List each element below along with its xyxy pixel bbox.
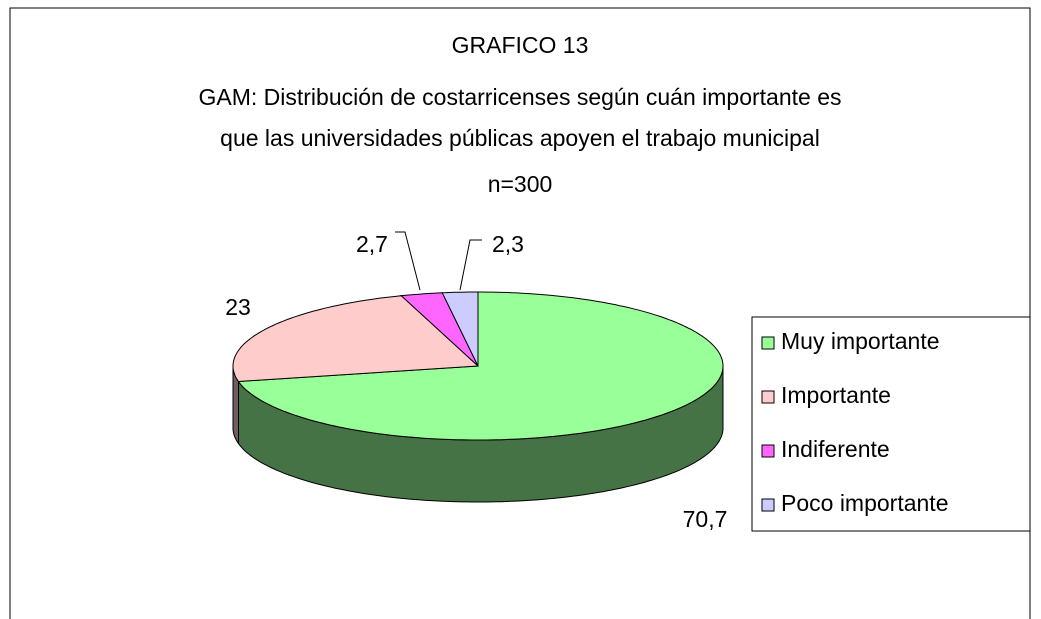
chart-subtitle: que las universidades públicas apoyen el… <box>220 125 820 151</box>
data-label: 70,7 <box>683 506 728 532</box>
pie-slice <box>441 291 479 367</box>
annotation: n=300 <box>488 171 553 197</box>
data-label: 23 <box>225 294 251 320</box>
legend-label: Importante <box>781 382 891 408</box>
data-label: 2,7 <box>356 231 388 257</box>
legend-swatch <box>761 498 775 512</box>
legend-label: Muy importante <box>781 328 940 354</box>
legend-swatch <box>761 444 775 458</box>
legend-swatch <box>761 390 775 404</box>
chart-title: GRAFICO 13 <box>452 32 589 58</box>
leader-line <box>459 239 482 291</box>
leader-line <box>395 231 421 291</box>
pie-slice <box>237 291 724 441</box>
data-label: 2,3 <box>492 231 524 257</box>
legend-swatch <box>761 336 775 350</box>
pie-slice <box>400 292 479 367</box>
legend-box <box>751 316 1031 532</box>
legend-label: Poco importante <box>781 490 948 516</box>
legend-label: Indiferente <box>781 436 890 462</box>
chart-subtitle: GAM: Distribución de costarricenses segú… <box>198 84 841 110</box>
pie-slice <box>232 295 480 383</box>
